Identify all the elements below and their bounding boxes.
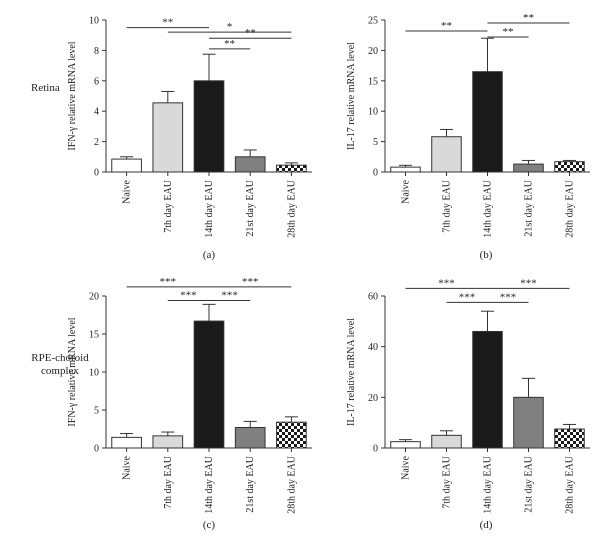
x-tick-label: Naive <box>401 455 412 479</box>
y-axis-label: IL-17 relative mRNA level <box>346 42 357 150</box>
significance-label: ** <box>245 27 256 39</box>
row-label-retina: Retina <box>31 82 60 94</box>
bar <box>431 434 462 449</box>
x-tick-label: 21st day EAU <box>245 455 256 512</box>
x-tick-label: 21st day EAU <box>245 179 256 236</box>
bar <box>431 136 462 173</box>
significance-label: ** <box>224 38 235 50</box>
bar <box>472 71 503 173</box>
row-label-rpe-choroid: RPE-choroid complex <box>25 352 95 378</box>
x-tick-label: 21st day EAU <box>524 455 535 512</box>
panel-label: (b) <box>480 249 493 261</box>
panel-label: (d) <box>480 519 493 531</box>
y-tick-label: 15 <box>89 330 99 341</box>
significance-label: *** <box>500 291 517 303</box>
x-tick-label: 7th day EAU <box>163 179 174 233</box>
bar <box>390 441 421 449</box>
significance-label: ** <box>441 20 452 32</box>
y-tick-label: 2 <box>94 137 99 148</box>
significance-label: *** <box>221 290 238 302</box>
x-tick-label: Naive <box>122 179 133 203</box>
significance-label: ** <box>162 17 173 29</box>
bar <box>513 396 544 449</box>
x-tick-label: 7th day EAU <box>163 455 174 509</box>
bar <box>276 164 307 173</box>
y-tick-label: 0 <box>373 444 378 455</box>
y-tick-label: 6 <box>94 76 99 87</box>
y-tick-label: 20 <box>368 393 378 404</box>
significance-label: *** <box>459 291 476 303</box>
y-tick-label: 0 <box>373 168 378 179</box>
bar <box>554 428 585 449</box>
y-tick-label: 0 <box>94 444 99 455</box>
bar <box>234 156 266 173</box>
x-tick-label: 7th day EAU <box>442 179 453 233</box>
y-tick-label: 20 <box>368 46 378 57</box>
y-tick-label: 8 <box>94 46 99 57</box>
row-label-rpe-line1: RPE-choroid <box>31 352 89 364</box>
x-tick-label: 14th day EAU <box>204 179 215 238</box>
y-tick-label: 10 <box>89 368 99 379</box>
y-tick-label: 4 <box>94 107 99 118</box>
y-tick-label: 60 <box>368 292 378 303</box>
bar <box>111 436 142 449</box>
x-tick-label: 7th day EAU <box>442 455 453 509</box>
bar <box>193 320 225 449</box>
significance-label: *** <box>438 277 455 289</box>
x-tick-label: 21st day EAU <box>524 179 535 236</box>
y-axis-label: IFN-γ relative mRNA level <box>67 41 78 150</box>
bar <box>152 102 184 173</box>
panel-label: (c) <box>203 519 216 531</box>
bar <box>234 426 266 449</box>
x-tick-label: 28th day EAU <box>565 179 576 238</box>
significance-label: *** <box>180 290 197 302</box>
x-tick-label: 14th day EAU <box>204 455 215 514</box>
bar <box>513 163 544 173</box>
panel-label: (a) <box>203 249 216 261</box>
y-tick-label: 5 <box>373 137 378 148</box>
x-tick-label: 28th day EAU <box>565 455 576 514</box>
significance-label: *** <box>520 277 537 289</box>
x-tick-label: Naive <box>401 179 412 203</box>
y-tick-label: 20 <box>89 292 99 303</box>
x-tick-label: 28th day EAU <box>286 179 297 238</box>
y-tick-label: 15 <box>368 76 378 87</box>
bar <box>390 166 421 173</box>
y-tick-label: 10 <box>368 107 378 118</box>
significance-label: *** <box>160 276 177 288</box>
significance-label: ** <box>523 12 534 24</box>
x-tick-label: Naive <box>122 455 133 479</box>
x-tick-label: 14th day EAU <box>483 455 494 514</box>
bar <box>472 330 503 449</box>
significance-label: ** <box>503 26 514 38</box>
chart-panel-b: 0 5 10 15 20 25 IL-17 relative mRNA level Naive… <box>346 12 590 261</box>
bar <box>276 421 307 449</box>
bar <box>193 80 225 173</box>
row-label-rpe-line2: complex <box>41 365 79 377</box>
x-tick-label: 14th day EAU <box>483 179 494 238</box>
y-axis-label: IL-17 relative mRNA level <box>346 318 357 426</box>
y-tick-label: 40 <box>368 342 378 353</box>
chart-panel-d: 0 20 40 60 IL-17 relative mRNA level Naive 7th… <box>346 277 590 531</box>
y-tick-label: 0 <box>94 168 99 179</box>
bar <box>152 435 184 449</box>
y-tick-label: 5 <box>94 406 99 417</box>
significance-label: *** <box>242 276 259 288</box>
y-tick-label: 25 <box>368 16 378 27</box>
y-axis-label: IFN-γ relative mRNA level <box>67 317 78 426</box>
y-tick-label: 10 <box>89 16 99 27</box>
bar <box>111 158 142 173</box>
bar <box>554 161 585 173</box>
significance-label: * <box>227 21 233 33</box>
chart-panel-a: 0 2 4 6 8 10 IFN-γ relative mRNA level Naive 7th… <box>67 16 312 261</box>
chart-panel-c: 0 5 10 15 20 IFN-γ relative mRNA level Naive 7t… <box>67 276 312 531</box>
x-tick-label: 28th day EAU <box>286 455 297 514</box>
